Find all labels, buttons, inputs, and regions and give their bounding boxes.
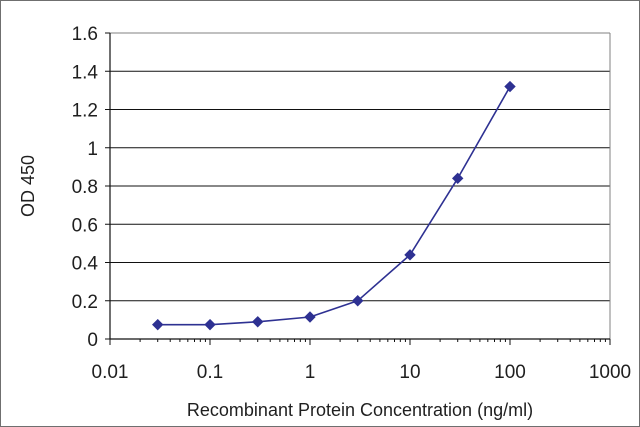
y-tick-label: 1.4 xyxy=(72,62,99,83)
gridlines xyxy=(110,32,610,302)
x-tick-labels: 0.01 0.1 1 10 100 1000 xyxy=(92,362,632,383)
data-point xyxy=(204,318,216,331)
data-point xyxy=(152,318,164,331)
y-axis-title: OD 450 xyxy=(18,155,38,217)
data-point xyxy=(404,249,416,261)
x-tick-label: 1 xyxy=(305,362,316,383)
y-tick-label: 0.6 xyxy=(72,215,98,236)
data-point xyxy=(304,311,316,323)
y-tick-label: 0.8 xyxy=(72,177,98,198)
x-axis-title: Recombinant Protein Concentration (ng/ml… xyxy=(187,400,533,420)
data-point xyxy=(352,295,364,307)
y-tick-label: 1 xyxy=(87,139,98,160)
axes xyxy=(105,32,611,345)
x-tick-label: 1000 xyxy=(589,362,631,383)
x-tick-label: 0.1 xyxy=(197,362,223,383)
y-tick-label: 1.2 xyxy=(72,101,98,122)
y-tick-label: 1.6 xyxy=(72,24,98,45)
x-tick-label: 10 xyxy=(399,362,420,383)
y-tick-labels: 0 0.2 0.4 0.6 0.8 1 1.2 1.4 1.6 xyxy=(72,24,99,351)
y-tick-label: 0 xyxy=(87,330,98,351)
data-point xyxy=(452,172,464,185)
y-tick-label: 0.2 xyxy=(72,292,98,313)
x-tick-label: 100 xyxy=(494,362,526,383)
x-tick-label: 0.01 xyxy=(92,362,129,383)
series-group xyxy=(152,80,516,331)
y-tick-label: 0.4 xyxy=(72,254,99,275)
data-point xyxy=(252,316,264,328)
series-line xyxy=(157,86,511,326)
data-point xyxy=(504,80,516,93)
